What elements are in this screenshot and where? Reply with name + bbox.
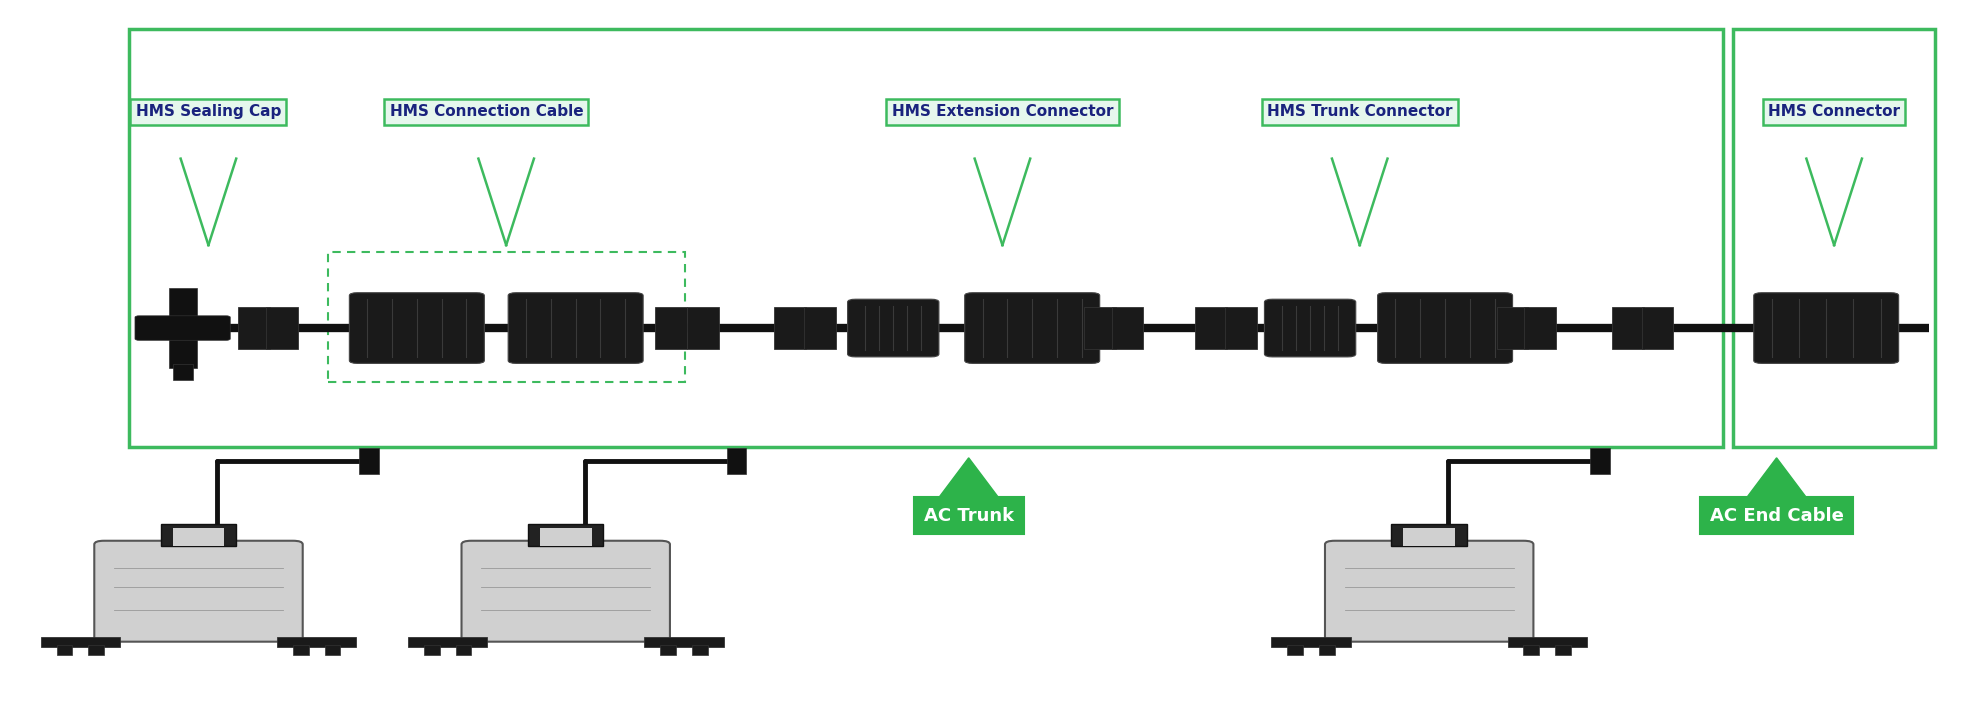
FancyBboxPatch shape [1590, 448, 1610, 474]
FancyBboxPatch shape [1556, 645, 1572, 655]
Text: HMS Connector: HMS Connector [1769, 105, 1900, 119]
FancyBboxPatch shape [1264, 299, 1356, 357]
FancyBboxPatch shape [1755, 293, 1898, 363]
FancyBboxPatch shape [1225, 307, 1257, 349]
FancyBboxPatch shape [455, 645, 472, 655]
FancyBboxPatch shape [359, 448, 379, 474]
Text: HMS Extension Connector: HMS Extension Connector [891, 105, 1114, 119]
FancyBboxPatch shape [508, 293, 643, 363]
Text: AC Trunk: AC Trunk [923, 507, 1014, 524]
FancyBboxPatch shape [461, 541, 669, 642]
FancyBboxPatch shape [1524, 645, 1538, 655]
FancyBboxPatch shape [294, 645, 310, 655]
FancyBboxPatch shape [804, 307, 836, 349]
Text: AC End Cable: AC End Cable [1709, 507, 1844, 524]
FancyBboxPatch shape [655, 307, 687, 349]
FancyBboxPatch shape [1326, 541, 1532, 642]
FancyBboxPatch shape [1318, 645, 1334, 655]
FancyBboxPatch shape [965, 293, 1100, 363]
FancyBboxPatch shape [89, 645, 105, 655]
FancyBboxPatch shape [727, 448, 746, 474]
FancyBboxPatch shape [691, 645, 707, 655]
FancyBboxPatch shape [643, 637, 723, 647]
FancyBboxPatch shape [278, 637, 357, 647]
FancyBboxPatch shape [349, 293, 484, 363]
FancyBboxPatch shape [1195, 307, 1227, 349]
FancyBboxPatch shape [238, 307, 270, 349]
FancyBboxPatch shape [1497, 307, 1528, 349]
FancyBboxPatch shape [848, 299, 939, 357]
FancyBboxPatch shape [135, 316, 230, 340]
FancyBboxPatch shape [1378, 293, 1513, 363]
FancyBboxPatch shape [1270, 637, 1350, 647]
FancyBboxPatch shape [774, 307, 806, 349]
Polygon shape [1747, 458, 1806, 497]
FancyBboxPatch shape [1524, 307, 1556, 349]
Text: HMS Sealing Cap: HMS Sealing Cap [135, 105, 282, 119]
FancyBboxPatch shape [1612, 307, 1644, 349]
Polygon shape [939, 458, 998, 497]
FancyBboxPatch shape [161, 524, 236, 546]
FancyBboxPatch shape [173, 528, 224, 546]
FancyBboxPatch shape [58, 645, 73, 655]
FancyBboxPatch shape [1286, 645, 1302, 655]
FancyBboxPatch shape [42, 637, 121, 647]
FancyBboxPatch shape [266, 307, 298, 349]
FancyBboxPatch shape [1642, 307, 1673, 349]
FancyBboxPatch shape [326, 645, 341, 655]
FancyBboxPatch shape [1084, 307, 1116, 349]
FancyBboxPatch shape [173, 364, 193, 380]
FancyBboxPatch shape [540, 528, 592, 546]
FancyBboxPatch shape [423, 645, 439, 655]
FancyBboxPatch shape [409, 637, 488, 647]
FancyBboxPatch shape [687, 307, 719, 349]
FancyBboxPatch shape [1509, 637, 1588, 647]
FancyBboxPatch shape [659, 645, 675, 655]
FancyBboxPatch shape [169, 288, 197, 368]
FancyBboxPatch shape [95, 541, 302, 642]
Text: HMS Connection Cable: HMS Connection Cable [389, 105, 584, 119]
Text: HMS Trunk Connector: HMS Trunk Connector [1266, 105, 1453, 119]
FancyBboxPatch shape [1112, 307, 1143, 349]
FancyBboxPatch shape [528, 524, 603, 546]
FancyBboxPatch shape [1403, 528, 1455, 546]
FancyBboxPatch shape [1391, 524, 1467, 546]
